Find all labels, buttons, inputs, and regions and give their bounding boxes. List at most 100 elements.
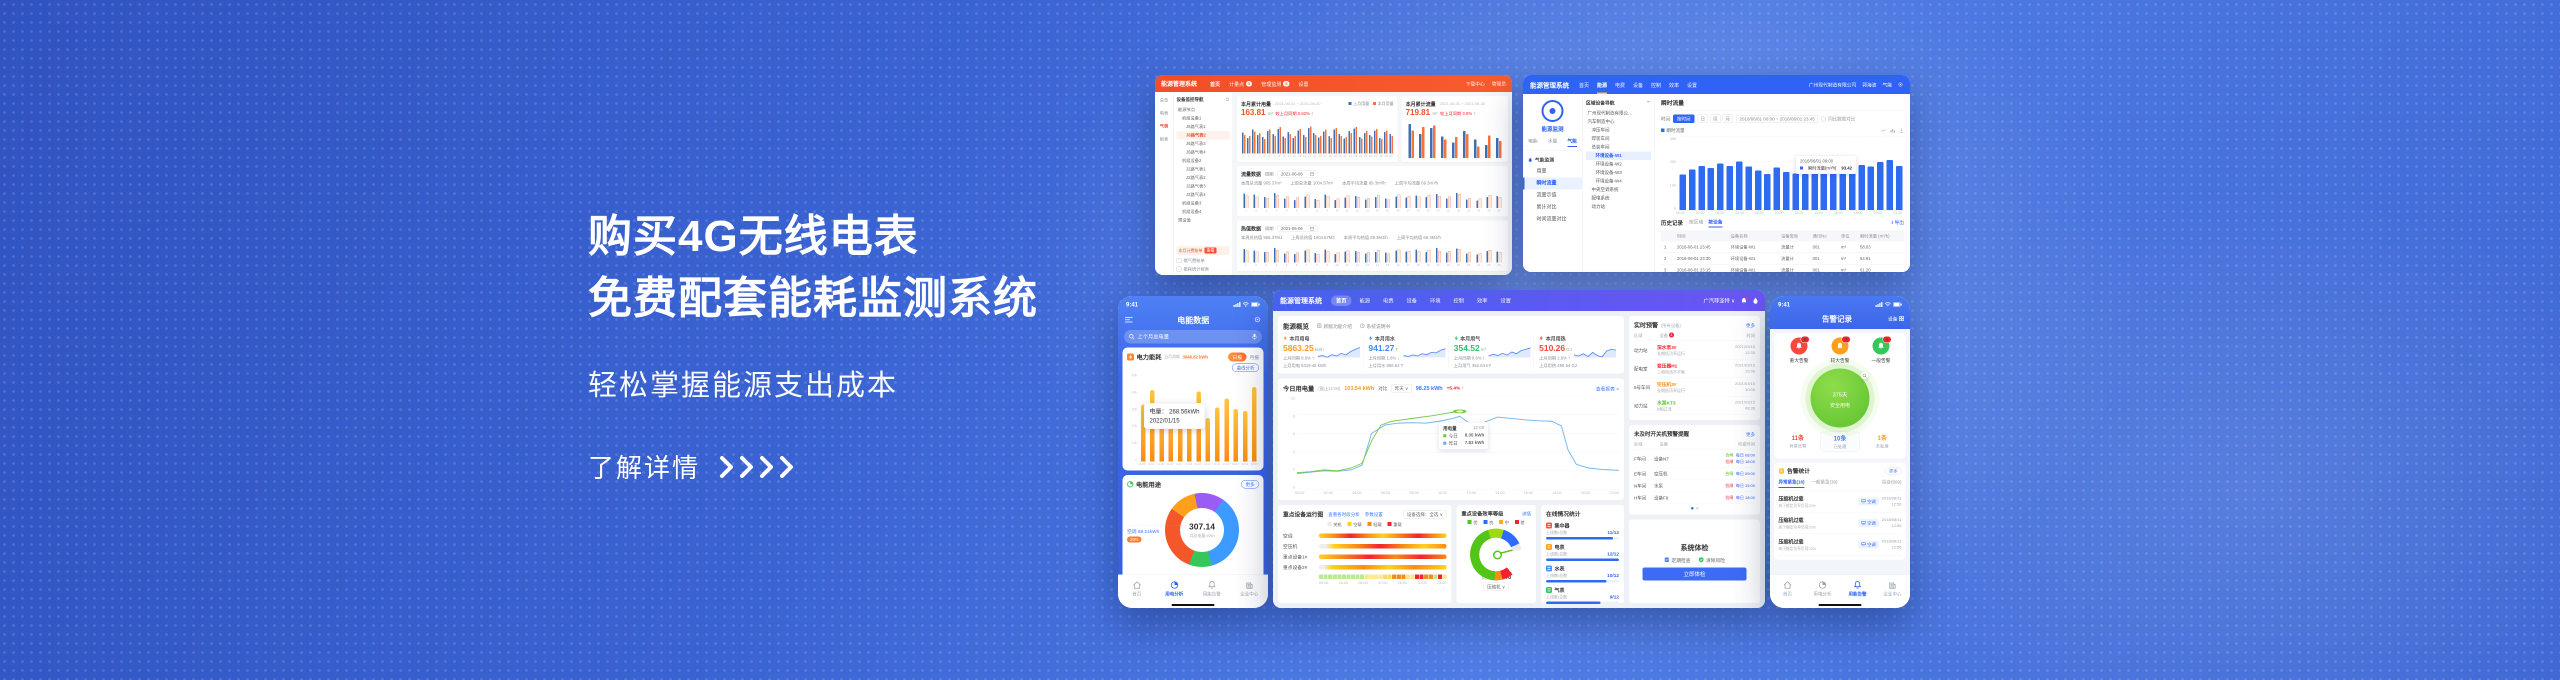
flow-menu-item[interactable]: 时间流量对比 [1536,216,1567,223]
flow-tree-item[interactable]: 环境设备-W2 [1595,161,1622,167]
bar[interactable] [1205,417,1211,462]
flow-tree-item[interactable]: 动力站 [1591,204,1606,209]
flow-tree-item[interactable]: 环境设备-W3 [1595,170,1622,175]
bar[interactable] [1252,387,1257,462]
flow-menu-item[interactable]: 流量示值 [1536,192,1557,199]
table-row[interactable]: 1 2016-06-01 23:45 环境设备-W1 流量计 001 m³ 58.03 [1661,242,1904,253]
bar[interactable] [1159,410,1164,462]
device-chip[interactable]: 空调 [1857,540,1879,549]
center-nav-item[interactable]: 能源 [1359,297,1371,304]
table-row[interactable]: 2 2016-06-01 23:30 环境设备-W1 流量计 001 m³ 54.91 [1661,253,1904,265]
gas-tree-item[interactable]: 机组设备1 [1182,115,1202,121]
bar[interactable] [1717,163,1724,210]
page-dot[interactable] [1695,507,1699,510]
history-tab[interactable]: 按设备 [1708,218,1723,228]
flow-menu-item[interactable]: 累计对比 [1536,204,1557,211]
gas-check-option[interactable]: 燃气费账单 [1176,258,1230,264]
flow-export-link[interactable]: ⭳ 导出 [1891,220,1904,226]
bar[interactable] [1242,410,1248,462]
learn-more-link[interactable]: 了解详情 [588,448,1038,485]
gas-mini-item[interactable]: 气表 [1159,123,1169,129]
bar[interactable] [1820,167,1828,210]
alarm-row[interactable]: 压缩机过载 高于额定功率负荷20% 空调 2018/08/11 12:56 [1778,534,1902,556]
center-nav-item[interactable]: 环境 [1430,297,1441,304]
alert-row[interactable]: 动力站 深水泵3# 长期低功率运行 2021/03/15 12:35 [1634,341,1755,360]
bar[interactable] [1839,162,1846,210]
page-dot[interactable] [1690,507,1694,510]
gear-icon[interactable] [1254,316,1261,323]
gauge-device-dropdown[interactable]: 压缩机 ∨ [1483,582,1509,591]
flow-nav-item[interactable]: 电费 [1615,82,1626,89]
alarm-row[interactable]: 压缩机过载 高于额定功率负荷20% 空调 2018/08/11 12:56 [1778,491,1902,513]
alert-row[interactable]: 配电室 变压器H1 三相电流不平衡 2021/03/15 10:39 [1634,360,1755,378]
bar[interactable] [1233,409,1239,462]
flow-compare-checkbox[interactable]: 同比数据对比 [1821,116,1855,123]
alert-row[interactable]: 8号车间 空压机3# 长期低功率运行 2021/03/15 10:05 [1634,378,1755,397]
gas-nav-item[interactable]: 首页 [1210,81,1221,88]
gas-tree-item[interactable]: J6路气表1 [1186,124,1206,129]
bar[interactable] [1848,168,1856,210]
bar[interactable] [1801,173,1809,210]
alarm-level[interactable]: 3 较大告警 [1820,336,1861,364]
device-filter-button[interactable]: 设备 [1888,315,1904,322]
bar[interactable] [1726,165,1734,210]
flow-menu-item[interactable]: 瞬时流量 [1523,177,1582,190]
report-chip[interactable]: 日报 [1227,352,1247,362]
flow-company[interactable]: 广州现代制造有限公司 [1808,82,1857,89]
gas-tree-item[interactable]: 预设值 [1178,217,1191,223]
magnifier-icon[interactable] [1860,371,1869,380]
gas-billing-view-button[interactable]: 查看 [1204,247,1217,254]
flow-nav-item[interactable]: 首页 [1579,82,1590,89]
bar[interactable] [1140,404,1146,462]
center-nav-item[interactable]: 控制 [1453,297,1465,304]
period-analysis-link[interactable]: 查看各时段分析 [1328,512,1360,517]
quick-range-button[interactable]: 日 [1697,114,1709,123]
collapse-icon[interactable]: ⇤ [1647,99,1651,105]
gas-tree-item[interactable]: J2路气表4 [1186,192,1206,197]
flow-tree-item[interactable]: 广州现代制造有限公… [1587,110,1633,116]
gas-check-option[interactable]: 能耗统计报表 [1176,266,1230,272]
gas-topbar-link[interactable]: 下载中心 [1465,81,1485,88]
history-tab[interactable]: 按区域 [1689,219,1704,226]
flow-tree-item[interactable]: 冲压车间 [1591,127,1610,133]
flow-nav-item[interactable]: 能源 [1597,75,1608,94]
gas-tree-item[interactable]: J2路气表1 [1186,166,1206,172]
alerts-more-link[interactable]: 更多 [1745,323,1755,328]
table-row[interactable]: 3 2016-06-01 23:15 环境设备-W1 流量计 001 m³ 61.20 [1661,265,1904,273]
bar[interactable] [1877,162,1884,210]
tab-building[interactable]: 企业中心 [1875,580,1910,597]
device-select-dropdown[interactable]: 设备选择：全选 ∨ [1403,510,1447,519]
gas-nav-item[interactable]: 设置 [1298,81,1309,88]
center-nav-item[interactable]: 设置 [1500,297,1512,304]
bar[interactable] [1764,173,1771,210]
param-settings-link[interactable]: 参数设置 [1364,512,1383,517]
check-now-button[interactable]: 立即体检 [1642,567,1747,581]
tab-pie[interactable]: 用电分析 [1805,580,1840,597]
gas-flowdata-date-input[interactable]: 2021-06-06 [1277,170,1318,178]
bar[interactable] [1688,169,1696,210]
switch-alerts-more-link[interactable]: 更多 [1745,431,1755,437]
bar[interactable] [1745,166,1752,210]
curve-analysis-button[interactable]: 曲线分析 [1231,363,1259,372]
bar[interactable] [1867,166,1875,210]
bar[interactable] [1215,407,1220,462]
bar[interactable] [1168,409,1174,462]
bar[interactable] [1698,165,1705,210]
tab-bell[interactable]: 用能告警 [1193,580,1231,597]
download-icon[interactable] [1899,128,1904,133]
search-input[interactable]: 上个月总电量 [1124,330,1262,344]
alarm-level[interactable]: 2 重大告警 [1779,336,1820,364]
flow-tree-item[interactable]: 配电系统 [1591,195,1610,201]
alert-row[interactable]: 动力站 水泵KT3 B相过流 2021/03/15 08:36 [1634,397,1755,415]
search-icon[interactable] [1225,97,1230,102]
flow-tree-item[interactable]: 环境设备-W4 [1595,178,1622,184]
bar[interactable] [1792,173,1799,210]
bar[interactable] [1754,170,1762,210]
gas-nav-item[interactable]: 计量点 5 [1229,80,1253,88]
menu-icon[interactable] [1125,316,1133,323]
bar[interactable] [1707,168,1715,210]
flow-tree-item[interactable]: 环境设备-W1 [1586,151,1651,160]
flow-tree-item[interactable]: 总装车间 [1591,144,1610,150]
bar[interactable] [1830,158,1837,210]
compare-dropdown[interactable]: 昨天 ∨ [1391,384,1412,393]
